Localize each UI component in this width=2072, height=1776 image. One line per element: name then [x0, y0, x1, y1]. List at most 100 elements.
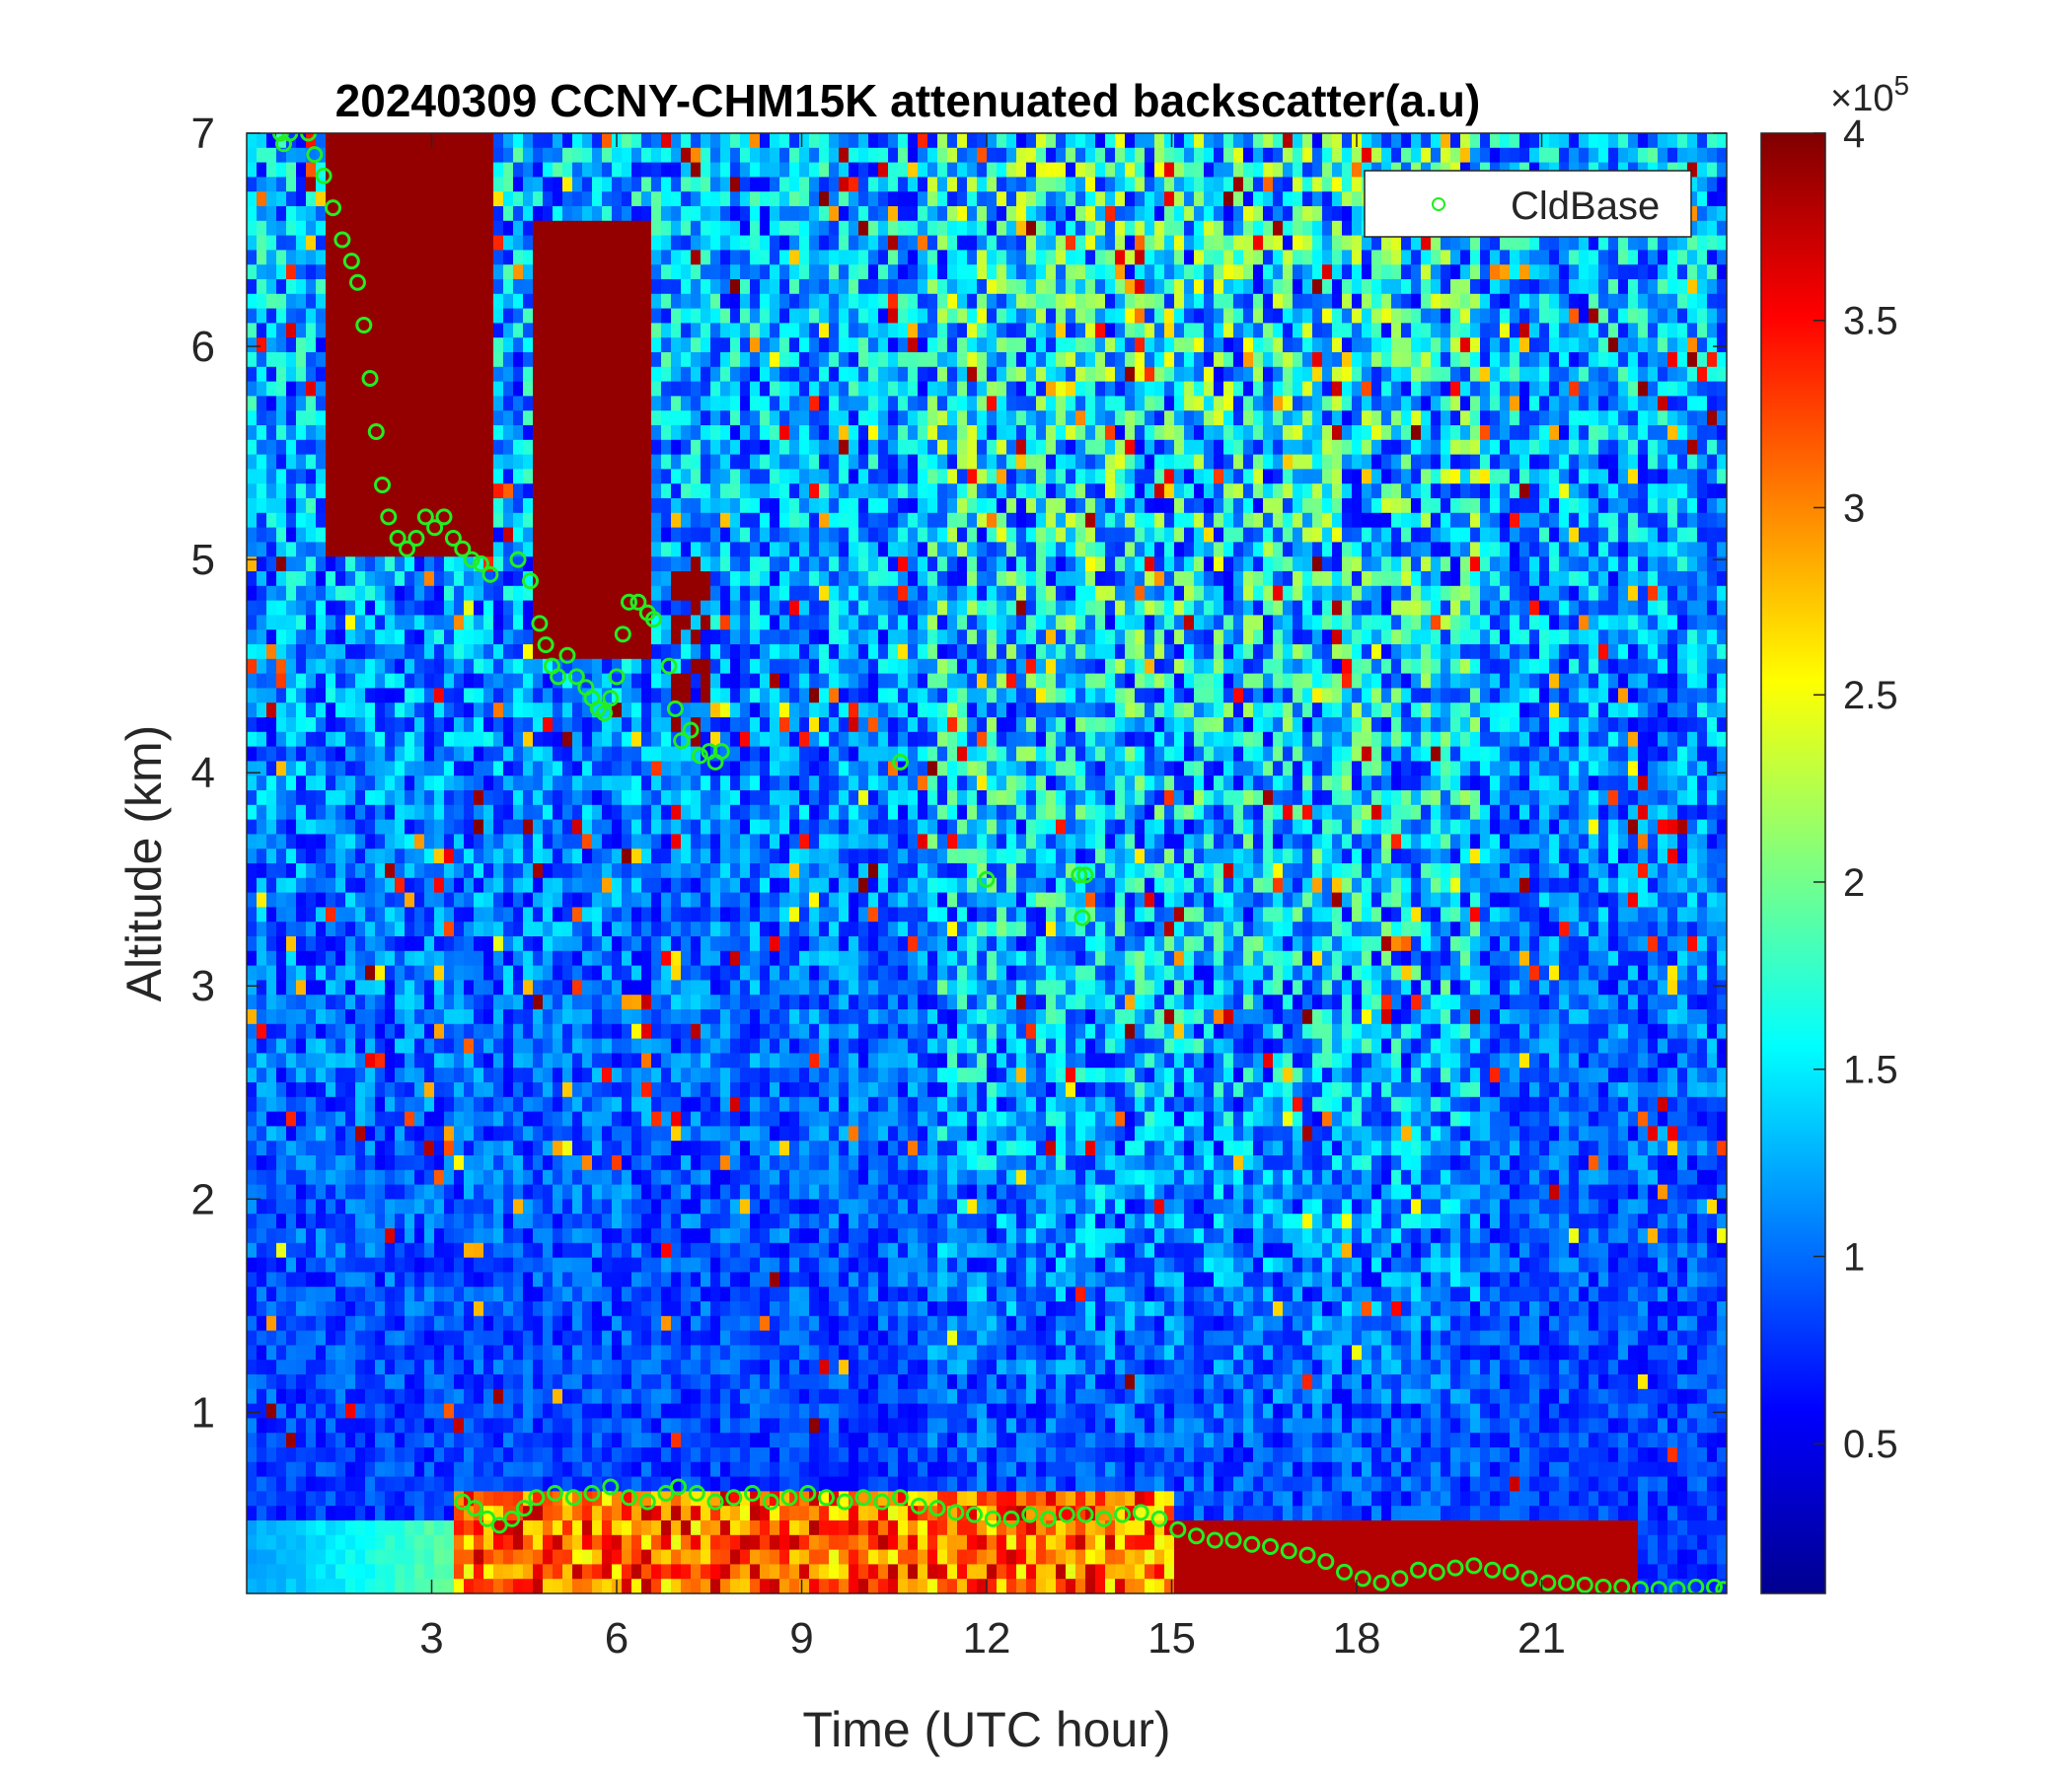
heatmap-cell	[434, 703, 445, 718]
heatmap-cell	[631, 1418, 642, 1434]
heatmap-cell	[631, 381, 642, 397]
heatmap-cell	[641, 965, 652, 981]
heatmap-cell	[543, 1330, 554, 1346]
heatmap-cell	[661, 703, 672, 718]
heatmap-cell	[306, 410, 317, 426]
heatmap-cell	[434, 1403, 445, 1419]
heatmap-cell	[454, 1169, 465, 1186]
heatmap-cell	[444, 1520, 455, 1536]
heatmap-cell	[306, 965, 317, 981]
heatmap-cell	[355, 439, 366, 456]
heatmap-cell	[385, 1053, 396, 1069]
heatmap-cell	[405, 688, 415, 703]
heatmap-cell	[276, 703, 287, 718]
heatmap-cell	[681, 804, 692, 821]
heatmap-cell	[286, 1141, 297, 1156]
heatmap-cell	[296, 1141, 307, 1156]
heatmap-cell	[651, 1360, 662, 1375]
heatmap-cell	[691, 1520, 702, 1536]
heatmap-cell	[720, 1228, 731, 1244]
heatmap-cell	[582, 542, 593, 557]
heatmap-cell	[513, 849, 524, 864]
heatmap-cell	[691, 1403, 702, 1419]
heatmap-cell	[385, 1403, 396, 1419]
heatmap-cell	[335, 1228, 346, 1244]
heatmap-cell	[622, 1506, 632, 1521]
heatmap-cell	[385, 1520, 396, 1536]
heatmap-cell	[651, 965, 662, 981]
heatmap-cell	[483, 1564, 494, 1580]
heatmap-cell	[316, 337, 327, 353]
heatmap-cell	[612, 162, 623, 178]
heatmap-cell	[355, 600, 366, 616]
heatmap-cell	[533, 731, 544, 748]
heatmap-cell	[345, 688, 356, 703]
heatmap-cell	[572, 191, 583, 207]
heatmap-cell	[266, 703, 277, 718]
heatmap-cell	[562, 454, 573, 470]
heatmap-cell	[710, 995, 721, 1010]
heatmap-cell	[533, 1184, 544, 1200]
heatmap-cell	[582, 1345, 593, 1361]
heatmap-cell	[523, 629, 534, 645]
heatmap-cell	[631, 147, 642, 164]
heatmap-cell	[533, 556, 544, 572]
heatmap-cell	[612, 1330, 623, 1346]
heatmap-cell	[276, 1360, 287, 1375]
heatmap-cell	[671, 849, 682, 864]
heatmap-cell	[730, 980, 741, 996]
heatmap-cell	[553, 1549, 563, 1565]
heatmap-cell	[414, 1315, 425, 1332]
heatmap-cell	[355, 980, 366, 996]
heatmap-cell	[681, 381, 692, 397]
heatmap-cell	[424, 1082, 435, 1098]
heatmap-cell	[414, 147, 425, 164]
heatmap-cell	[592, 293, 603, 310]
heatmap-cell	[572, 1184, 583, 1200]
heatmap-cell	[266, 1169, 277, 1186]
heatmap-cell	[444, 950, 455, 967]
heatmap-cell	[562, 1403, 573, 1419]
heatmap-cell	[651, 469, 662, 484]
heatmap-cell	[582, 761, 593, 777]
heatmap-cell	[543, 337, 554, 353]
heatmap-cell	[444, 498, 455, 514]
heatmap-cell	[671, 1491, 682, 1507]
heatmap-cell	[602, 1272, 613, 1288]
heatmap-cell	[503, 177, 514, 192]
heatmap-cell	[276, 250, 287, 265]
heatmap-cell	[730, 746, 741, 762]
heatmap-cell	[523, 776, 534, 791]
heatmap-cell	[395, 1038, 406, 1054]
heatmap-cell	[276, 892, 287, 908]
heatmap-cell	[671, 1315, 682, 1332]
heatmap-cell	[375, 410, 386, 426]
heatmap-cell	[395, 1549, 406, 1565]
heatmap-cell	[710, 1126, 721, 1142]
heatmap-cell	[503, 980, 514, 996]
heatmap-cell	[286, 1257, 297, 1273]
heatmap-cell	[691, 396, 702, 411]
heatmap-cell	[316, 527, 327, 543]
heatmap-cell	[612, 1447, 623, 1463]
heatmap-cell	[622, 1360, 632, 1375]
heatmap-cell	[602, 527, 613, 543]
heatmap-cell	[335, 279, 346, 295]
heatmap-cell	[355, 790, 366, 806]
heatmap-cell	[503, 1169, 514, 1186]
heatmap-cell	[493, 469, 504, 484]
heatmap-cell	[503, 1053, 514, 1069]
heatmap-cell	[701, 177, 711, 192]
heatmap-cell	[513, 629, 524, 645]
heatmap-cell	[434, 439, 445, 456]
heatmap-cell	[622, 220, 632, 237]
heatmap-cell	[444, 323, 455, 338]
heatmap-cell	[454, 965, 465, 981]
heatmap-cell	[661, 965, 672, 981]
heatmap-cell	[641, 483, 652, 499]
heatmap-cell	[612, 177, 623, 192]
heatmap-cell	[395, 571, 406, 587]
heatmap-cell	[266, 191, 277, 207]
heatmap-cell	[631, 206, 642, 222]
heatmap-cell	[572, 366, 583, 383]
